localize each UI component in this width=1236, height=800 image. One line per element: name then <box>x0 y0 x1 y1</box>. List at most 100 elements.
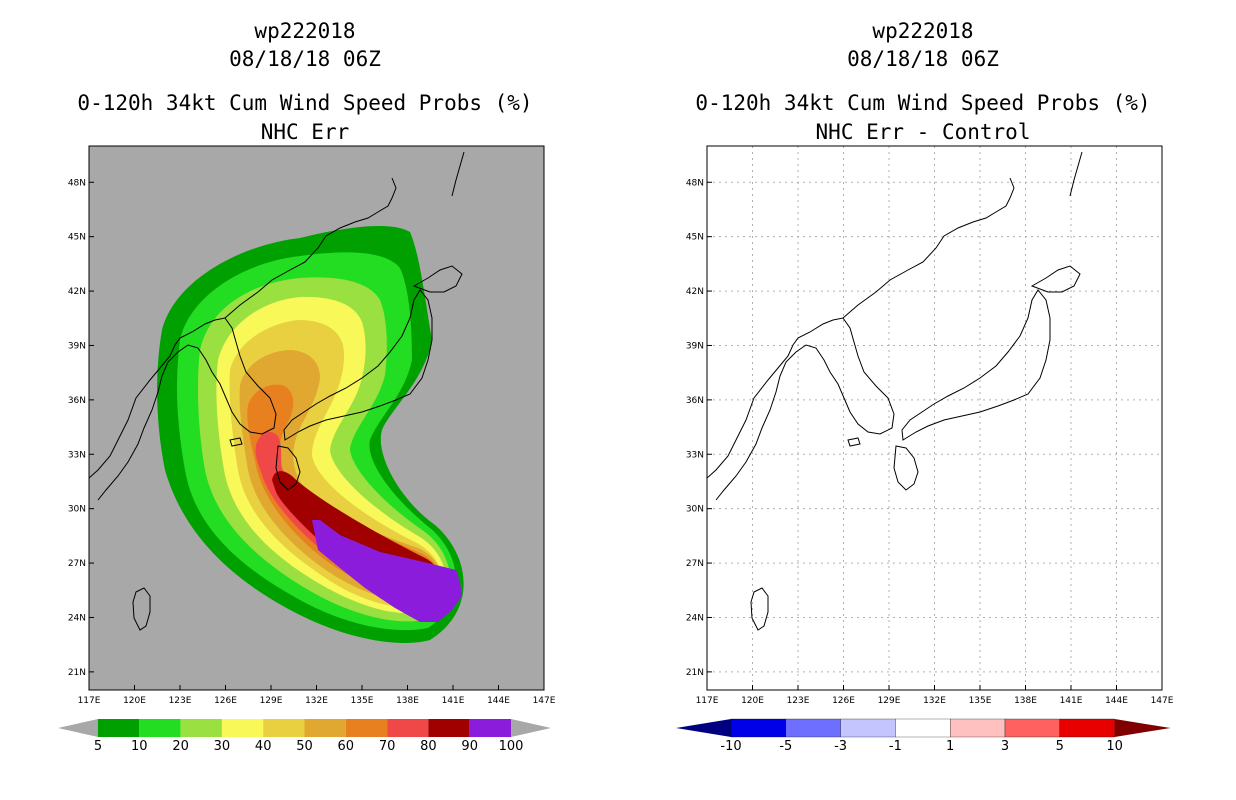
left-datetime: 08/18/18 06Z <box>229 47 381 71</box>
colorbar-segment <box>428 719 470 737</box>
colorbar-label: 20 <box>172 739 189 754</box>
lon-label: 129E <box>260 696 283 706</box>
colorbar-label: -10 <box>720 739 741 754</box>
coastline <box>1069 151 1083 197</box>
lon-label: 138E <box>396 696 419 706</box>
coastline <box>89 317 277 501</box>
coastline <box>1030 265 1081 293</box>
colorbar-label: 10 <box>1106 739 1123 754</box>
lon-label: 123E <box>169 696 192 706</box>
lat-label: 21N <box>68 668 86 678</box>
lat-label: 39N <box>686 341 704 351</box>
lat-label: 33N <box>686 450 704 460</box>
colorbar-low-arrow <box>58 719 98 737</box>
lon-label: 126E <box>832 696 855 706</box>
colorbar-label: 5 <box>1056 739 1064 754</box>
coastline <box>842 177 1015 319</box>
lat-label: 42N <box>68 287 86 297</box>
colorbar-segment <box>1004 718 1060 738</box>
left-title: 0-120h 34kt Cum Wind Speed Probs (%) <box>77 91 533 115</box>
lon-label: 147E <box>1151 696 1174 706</box>
right-title: 0-120h 34kt Cum Wind Speed Probs (%) <box>695 91 1151 115</box>
colorbar-segment <box>785 718 841 738</box>
coastline <box>707 317 895 501</box>
lat-label: 30N <box>686 505 704 515</box>
right-map: 117E 120E 123E 126E 129E 132E 135E 138E 141E 144E… <box>686 145 1174 706</box>
right-storm-id: wp222018 <box>872 19 974 43</box>
lon-label: 126E <box>214 696 237 706</box>
lat-label: 21N <box>686 668 704 678</box>
left-map: 117E 120E 123E 126E 129E 132E 135E 138E 141E 144E… <box>68 145 556 706</box>
colorbar-segment <box>263 719 305 737</box>
lon-label: 141E <box>442 696 465 706</box>
colorbar-high-arrow <box>511 719 551 737</box>
coastline <box>847 437 861 447</box>
lon-label: 132E <box>923 696 946 706</box>
colorbar-label: 70 <box>379 739 396 754</box>
lon-label: 120E <box>123 696 146 706</box>
lat-label: 42N <box>686 287 704 297</box>
right-gridlines <box>707 146 1162 690</box>
lat-label: 27N <box>68 559 86 569</box>
lon-label: 141E <box>1060 696 1083 706</box>
lon-label: 117E <box>696 696 719 706</box>
colorbar-label: 3 <box>1001 739 1009 754</box>
lon-label: 144E <box>487 696 510 706</box>
colorbar-segment <box>840 718 896 738</box>
lat-label: 24N <box>68 613 86 623</box>
left-subtitle: NHC Err <box>260 120 350 144</box>
colorbar-segment <box>950 718 1006 738</box>
colorbar-segment <box>221 719 264 737</box>
lat-label: 27N <box>686 559 704 569</box>
lon-label: 138E <box>1014 696 1037 706</box>
colorbar-label: -5 <box>779 739 792 754</box>
lat-label: 36N <box>68 396 86 406</box>
colorbar-label: 100 <box>499 739 524 754</box>
right-axes: 117E 120E 123E 126E 129E 132E 135E 138E 141E 144E… <box>686 178 1174 706</box>
colorbar-label: 5 <box>94 739 102 754</box>
left-axes: 117E 120E 123E 126E 129E 132E 135E 138E 141E 144E… <box>68 178 556 706</box>
lon-label: 123E <box>787 696 810 706</box>
lon-label: 135E <box>969 696 992 706</box>
lon-label: 132E <box>305 696 328 706</box>
colorbar-label: 50 <box>296 739 313 754</box>
colorbar-label: 80 <box>420 739 437 754</box>
colorbar-label: 90 <box>461 739 478 754</box>
left-storm-id: wp222018 <box>254 19 356 43</box>
lat-label: 30N <box>68 505 86 515</box>
lon-label: 129E <box>878 696 901 706</box>
lon-label: 144E <box>1105 696 1128 706</box>
right-datetime: 08/18/18 06Z <box>847 47 999 71</box>
colorbar-segment <box>345 719 388 737</box>
colorbar-segment <box>139 719 181 737</box>
lat-label: 48N <box>68 178 86 188</box>
colorbar-segment <box>98 719 140 737</box>
colorbar-segment <box>1059 718 1115 738</box>
lat-label: 24N <box>686 613 704 623</box>
colorbar-segment <box>469 719 511 737</box>
coastline <box>224 177 397 319</box>
colorbar-label: -3 <box>834 739 847 754</box>
right-colorbar: -10 -5 -3 -1 1 3 5 10 <box>676 718 1171 754</box>
coastline <box>412 265 463 293</box>
colorbar-label: 60 <box>338 739 355 754</box>
right-coastlines <box>707 151 1083 631</box>
colorbar-segment <box>180 719 222 737</box>
colorbar-label: 40 <box>255 739 272 754</box>
coastline <box>283 289 433 441</box>
probability-contours <box>157 225 464 643</box>
coastline <box>893 445 919 491</box>
contour-band-90 <box>312 520 462 622</box>
lat-label: 33N <box>68 450 86 460</box>
colorbar-high-arrow <box>1114 719 1171 737</box>
coastline <box>132 587 151 631</box>
colorbar-low-arrow <box>676 719 731 737</box>
colorbar-segment <box>387 719 429 737</box>
colorbar-label: -1 <box>889 739 902 754</box>
right-subtitle: NHC Err - Control <box>815 120 1031 144</box>
colorbar-segment <box>304 719 346 737</box>
coastline <box>750 587 769 631</box>
lat-label: 45N <box>68 233 86 243</box>
colorbar-segment <box>895 718 951 738</box>
